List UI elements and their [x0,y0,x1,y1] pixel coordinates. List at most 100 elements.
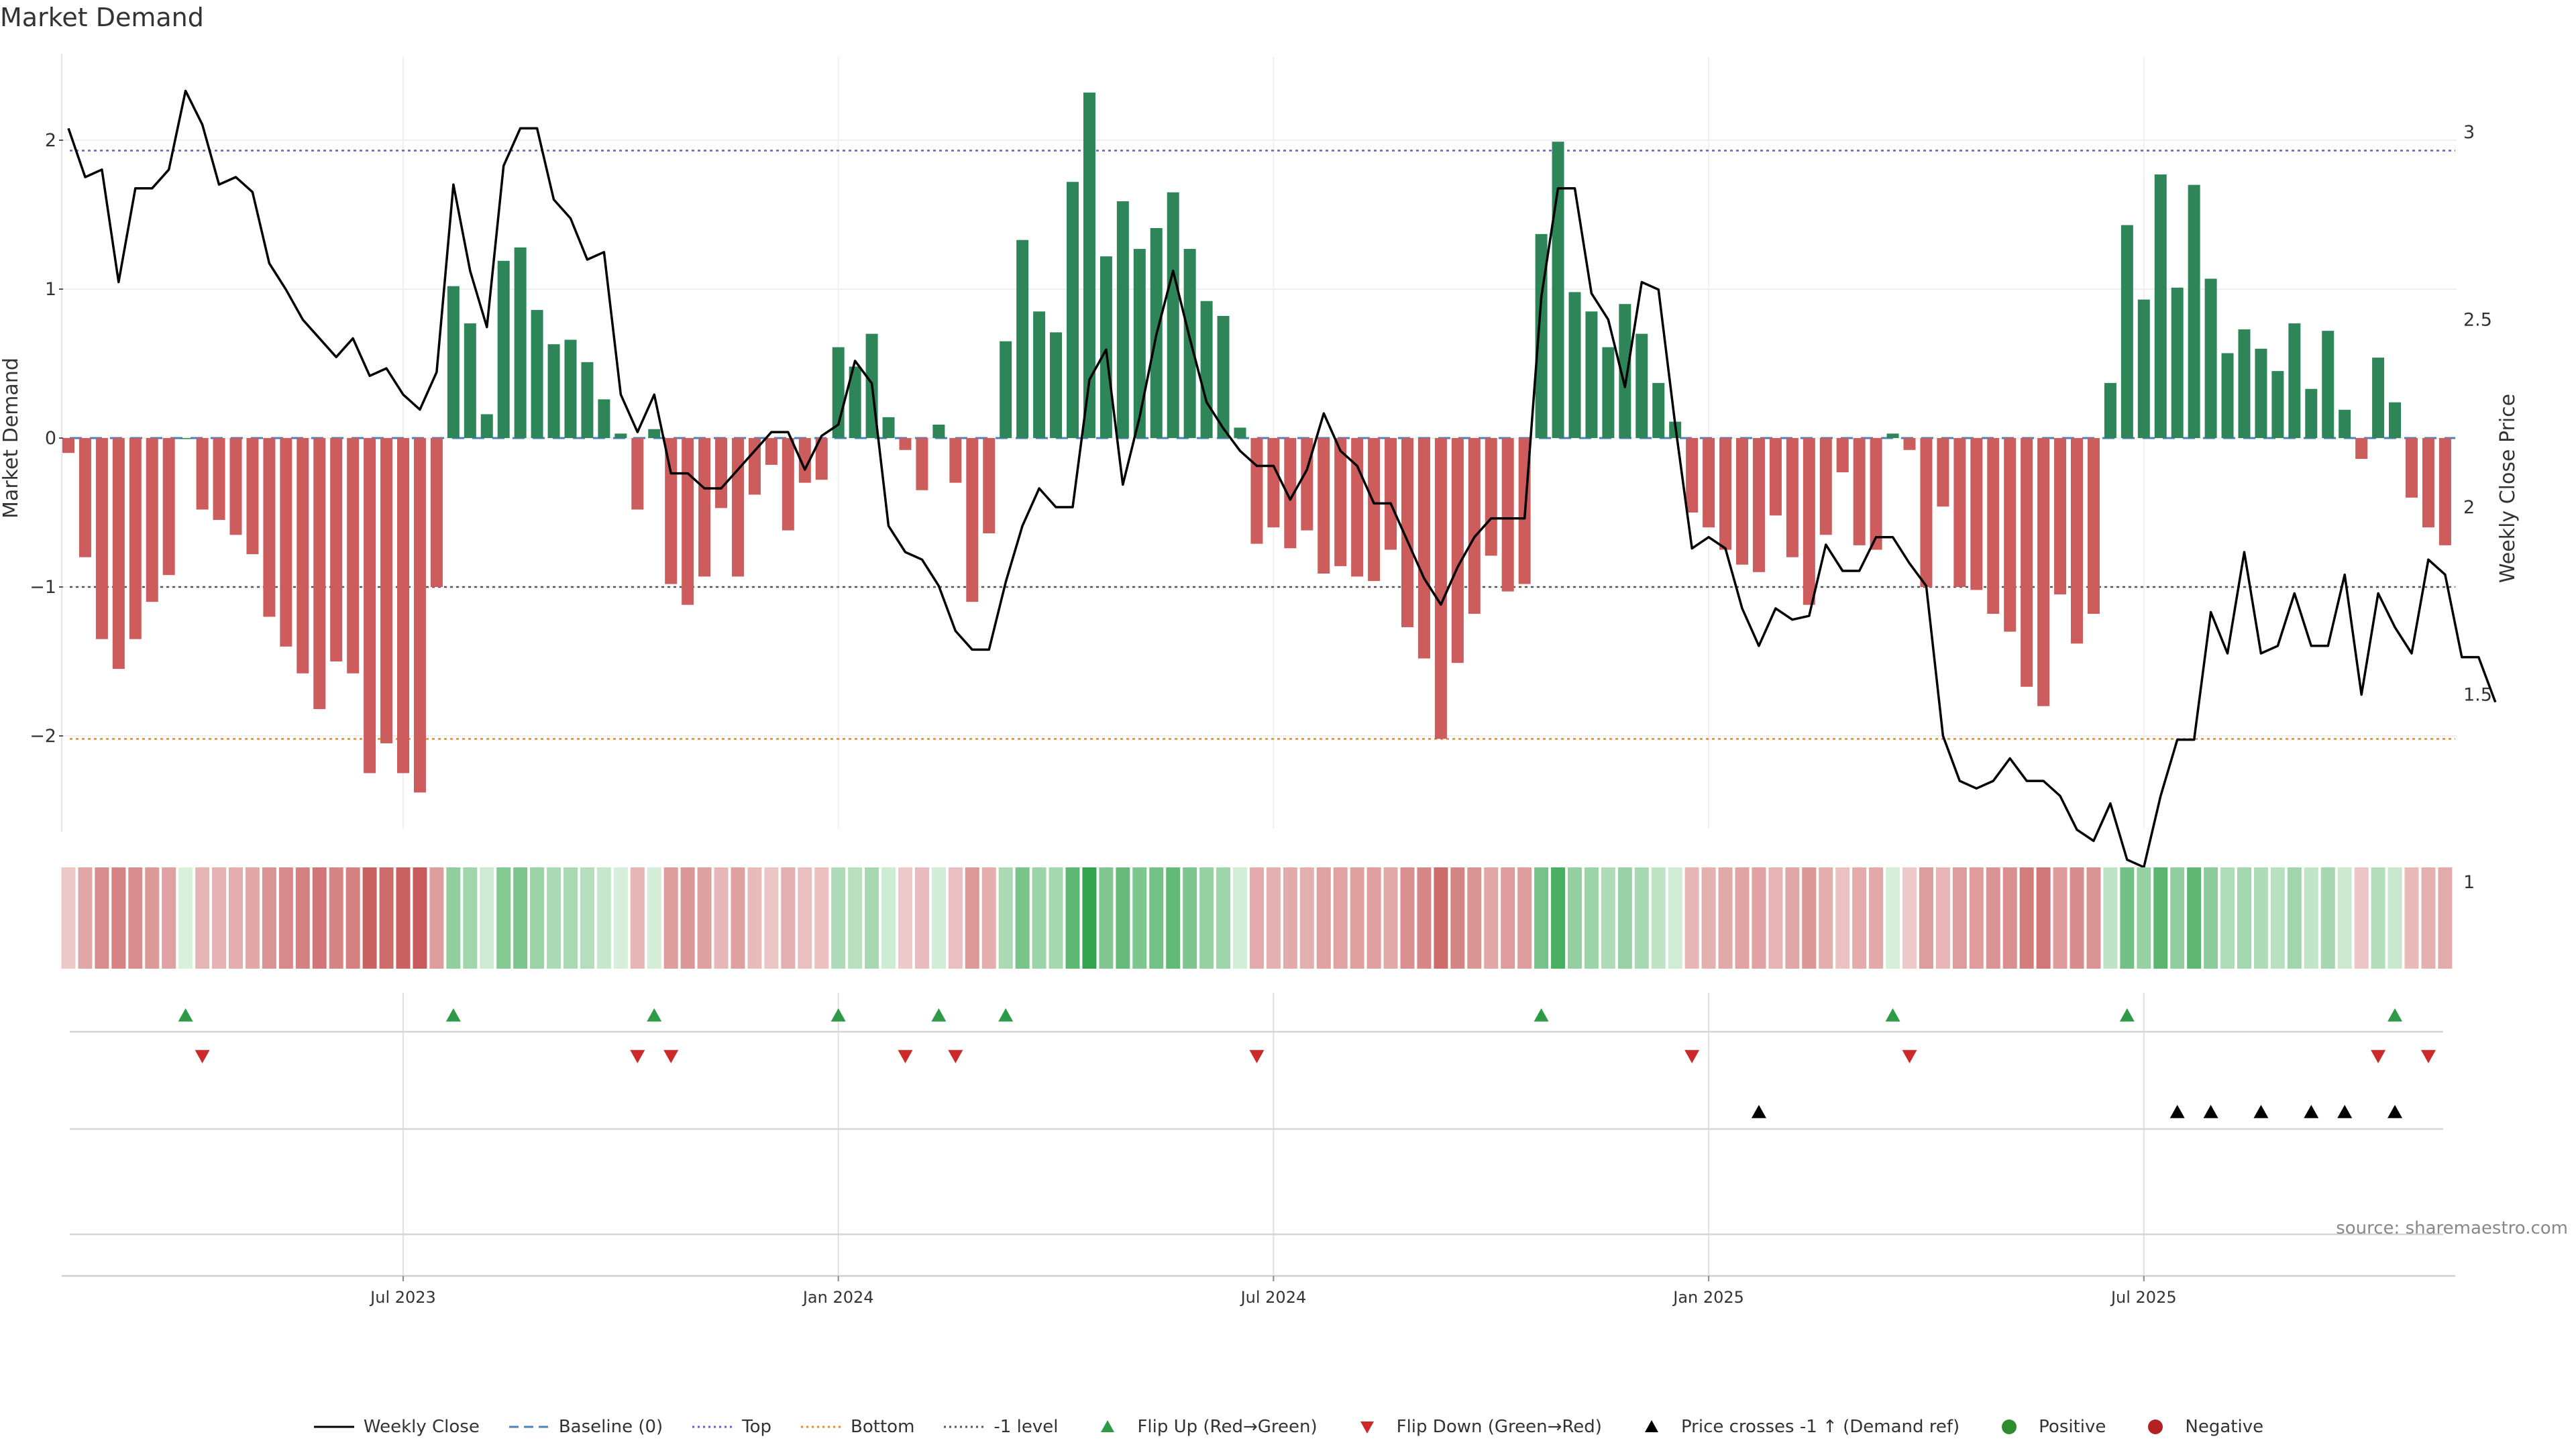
heat-cell [931,867,946,969]
legend-item-weekly_close: Weekly Close [313,1417,480,1437]
legend-swatch-top [692,1426,733,1428]
flip-down-marker [663,1050,679,1063]
heat-cell [1534,867,1549,969]
demand-bar [732,438,744,577]
demand-bar [146,438,158,602]
legend-label: Negative [2185,1417,2264,1437]
demand-bar [2438,438,2451,545]
x-tick-label: Jul 2024 [1240,1288,1307,1307]
heat-cell [2187,867,2202,969]
heat-cell [1919,867,1933,969]
heat-cell [1969,867,1984,969]
heat-cell [2204,867,2218,969]
heat-cell [2103,867,2118,969]
demand-bar [1250,438,1263,544]
demand-bar [2021,438,2033,687]
demand-bar [698,438,711,577]
demand-bar [765,438,777,465]
demand-bar [648,429,661,438]
x-tick-label: Jul 2025 [2110,1288,2177,1307]
legend-item-minus1: -1 level [943,1417,1058,1437]
flip-up-marker [2119,1008,2135,1022]
demand-bar [297,438,309,674]
demand-bar [2154,174,2167,438]
legend-swatch-positive [2002,1419,2017,1434]
demand-bar [464,323,476,438]
heat-cell [1785,867,1800,969]
heat-cell [245,867,260,969]
price-cross-marker [2304,1105,2319,1118]
legend-label: -1 level [994,1417,1059,1437]
flip-down-marker [1902,1050,1917,1063]
heat-cell [613,867,628,969]
demand-bar [2104,382,2116,438]
x-tick-label: Jul 2023 [369,1288,436,1307]
heat-cell [1617,867,1632,969]
flip-down-marker [948,1050,963,1063]
heat-cell [295,867,310,969]
heat-cell [1684,867,1699,969]
demand-bar [1099,256,1112,438]
demand-bar [1987,438,2000,614]
demand-bar [263,438,276,617]
heat-cell [2371,867,2385,969]
demand-bar [1485,438,1497,556]
demand-bar [179,438,192,439]
demand-bar [347,438,360,674]
heat-cell [2220,867,2235,969]
heat-cell [2137,867,2151,969]
legend-swatch-negative [2148,1419,2163,1434]
legend-label: Flip Down (Green→Red) [1396,1417,1602,1437]
legend-label: Bottom [851,1417,915,1437]
heat-cell [1400,867,1415,969]
weekly-close-line [67,89,2497,869]
heat-cell [2304,867,2318,969]
demand-bar [1217,315,1230,438]
y-tick-label: 2 [45,130,56,151]
demand-bar [1434,438,1447,739]
legend-item-top: Top [691,1417,771,1437]
demand-bar [715,438,728,508]
heat-cell [195,867,210,969]
demand-bar [932,425,945,438]
demand-bar [2071,438,2083,644]
heat-cell [396,867,411,969]
y-tick-label: −2 [30,726,56,747]
heat-cell [1216,867,1231,969]
heat-cell [1450,867,1465,969]
heat-cell [1166,867,1181,969]
heat-cell [1366,867,1381,969]
heat-cell [2036,867,2051,969]
heat-cell [1283,867,1297,969]
demand-bar [1836,438,1849,473]
heat-cell [1584,867,1599,969]
heat-cell [496,867,511,969]
heat-cell [1350,867,1364,969]
heat-cell [1199,867,1214,969]
demand-bar [129,438,142,639]
heat-cell [362,867,377,969]
heat-cell [914,867,929,969]
demand-bar [2037,438,2050,706]
demand-bar [1050,332,1063,438]
demand-bar [1819,438,1832,535]
demand-bar [1267,438,1280,528]
heat-cell [1819,867,1833,969]
demand-bar [1183,249,1196,438]
heat-cell [1149,867,1164,969]
source-note: source: sharemaestro.com [2336,1218,2568,1238]
x-tick-label: Jan 2024 [802,1288,874,1307]
demand-bar [1417,438,1430,659]
heat-cell [145,867,160,969]
heat-cell [1601,867,1615,969]
demand-bar [1200,301,1213,438]
heat-cell [1049,867,1063,969]
demand-bar [1351,438,1364,577]
heat-cell [731,867,745,969]
heat-cell [630,867,645,969]
demand-bar [1334,438,1347,566]
heat-cell [345,867,360,969]
demand-bar [78,438,91,557]
legend-label: Baseline (0) [558,1417,663,1437]
demand-bar [1501,438,1514,592]
